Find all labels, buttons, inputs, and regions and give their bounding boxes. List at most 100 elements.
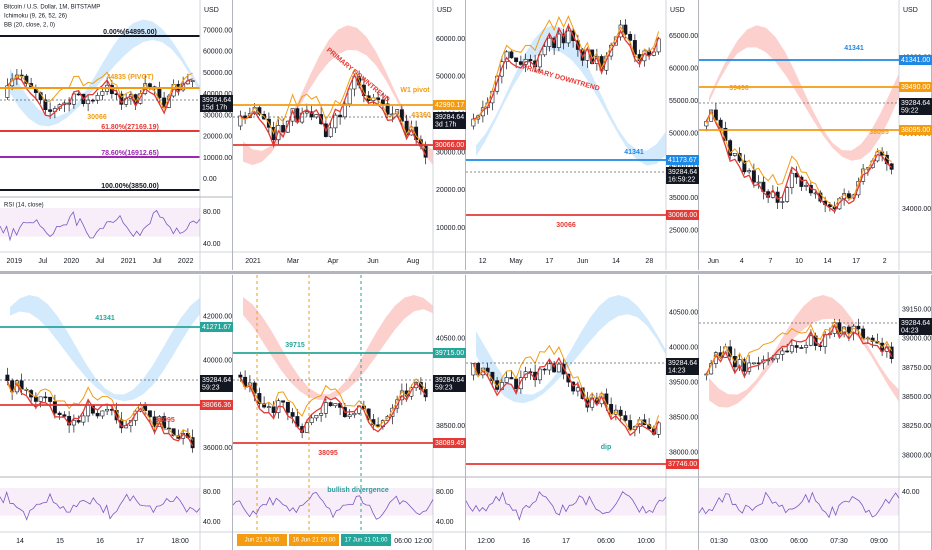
price-tag <box>433 100 466 110</box>
candle-body <box>789 172 794 188</box>
price-label: 20000.00 <box>436 187 465 194</box>
candle-body <box>266 406 271 408</box>
time-tag-text: 16 Jun 21 20:00 <box>292 538 336 544</box>
candle-body <box>285 120 290 133</box>
candle-body <box>518 61 523 65</box>
candle-body <box>162 97 167 108</box>
time-label: Jun <box>367 258 378 265</box>
annotation: 78.60%(16912.65) <box>101 150 159 157</box>
rsi-band <box>233 488 433 516</box>
candle-body <box>43 396 48 399</box>
price-label: 60000.00 <box>203 49 232 56</box>
rsi-band <box>699 488 899 516</box>
price-tag <box>200 322 233 332</box>
candle-body <box>157 88 162 99</box>
price-label: 25000.00 <box>669 228 698 235</box>
candle-body <box>309 417 314 423</box>
price-label: 70000.00 <box>203 27 232 34</box>
annotation: 43360 <box>411 112 431 119</box>
rsi-label: 40.00 <box>203 519 221 526</box>
time-label: 09:00 <box>870 538 888 545</box>
annotation: bullish divergence <box>327 487 389 494</box>
price-tag-text: 39284.64 <box>202 377 231 384</box>
annotation: 41341 <box>844 45 864 52</box>
time-label: 10:00 <box>637 538 655 545</box>
price-label: 60000.00 <box>669 65 698 72</box>
time-label: Jul <box>153 258 162 265</box>
candle-body <box>566 30 571 44</box>
rsi-label: 80.00 <box>436 489 454 496</box>
annotation: 100.00%(3850.00) <box>101 183 159 190</box>
rsi-label: 40.00 <box>902 489 920 496</box>
time-label: Jul <box>96 258 105 265</box>
candle-body <box>542 46 547 56</box>
annotation: dip <box>601 444 612 451</box>
candle-body <box>238 374 243 378</box>
candle-body <box>376 97 381 101</box>
rsi-line <box>0 490 201 521</box>
time-label: 12:00 <box>414 538 432 545</box>
candle-body <box>314 414 319 419</box>
time-label: 2021 <box>245 258 261 265</box>
ichimoku-cloud <box>10 295 200 402</box>
candle-body <box>875 151 880 162</box>
price-label: 38500.00 <box>436 423 465 430</box>
price-label: 30000.00 <box>203 112 232 119</box>
panel-bg <box>699 275 932 550</box>
candle-body <box>846 193 851 199</box>
price-label: 38750.00 <box>902 365 931 372</box>
candle-body <box>742 359 747 372</box>
panel-bg <box>0 0 233 270</box>
price-label: 0.00 <box>203 176 217 183</box>
time-label: 01:30 <box>710 538 728 545</box>
candle-body <box>380 99 385 105</box>
price-tag <box>200 95 233 112</box>
price-label: 50000.00 <box>436 74 465 81</box>
moving-average <box>6 380 194 441</box>
candle-body <box>347 88 352 105</box>
candle-body <box>656 422 661 435</box>
price-tag <box>200 375 233 392</box>
price-label: 45000.00 <box>669 163 698 170</box>
candle-body <box>861 328 866 339</box>
ichimoku-cloud <box>243 295 433 401</box>
candle-body <box>647 50 652 56</box>
candle-body <box>86 404 91 417</box>
time-label: 17 <box>136 538 144 545</box>
candle-body <box>566 373 571 383</box>
candle-body <box>623 415 628 421</box>
candle-body <box>281 125 286 133</box>
annotation: 0.00%(64895.00) <box>103 29 157 36</box>
candle-body <box>542 368 547 371</box>
candle-body <box>38 396 43 402</box>
candle-body <box>328 127 333 137</box>
time-label: 15 <box>56 538 64 545</box>
candle-body <box>756 181 761 184</box>
price-label: 40000.00 <box>203 357 232 364</box>
candle-body <box>100 91 105 96</box>
candle-body <box>333 403 338 407</box>
candle-body <box>190 80 195 82</box>
chart-panel: 39150.00 39000.00 38750.00 38500.00 38250.00… <box>698 275 932 550</box>
candle-body <box>147 83 152 88</box>
price-tag <box>433 140 466 150</box>
time-label: May <box>509 258 523 265</box>
axis-unit: USD <box>437 7 452 14</box>
annotation: 39490 <box>729 85 749 92</box>
price-tag <box>899 318 932 335</box>
ichimoku-cloud <box>709 25 899 161</box>
annotation: 39715 <box>285 342 305 349</box>
price-label: 30000.00 <box>436 149 465 156</box>
candle-body <box>747 170 752 173</box>
time-label: 2022 <box>178 258 194 265</box>
chart-panel: USD40000.0036000.0034000.0041341.0039490… <box>699 0 932 270</box>
candle-body <box>76 420 81 423</box>
candle-body <box>785 187 790 202</box>
candle-body <box>71 420 76 426</box>
candle-body <box>290 412 295 417</box>
candle-body <box>281 400 286 403</box>
candle-body <box>818 345 823 347</box>
rsi-line <box>232 491 434 520</box>
price-tag-text: 37746.00 <box>668 461 697 468</box>
axis-unit: USD <box>670 7 685 14</box>
